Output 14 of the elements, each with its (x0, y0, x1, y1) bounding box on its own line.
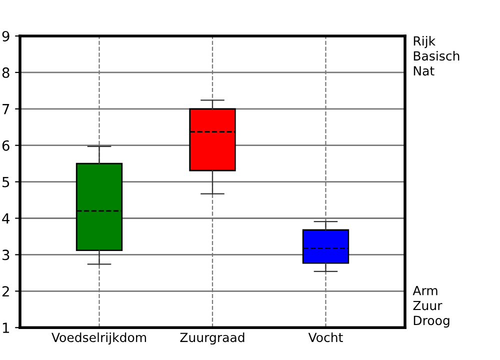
text: Rijk Basisch Nat (414, 36, 460, 76)
y-tick-label: 5 (2, 176, 10, 188)
x-tick-label: Voedselrijkdom (52, 332, 146, 345)
x-tick-label: Vocht (308, 332, 343, 342)
y-tick-label: 3 (2, 250, 10, 260)
y-tick-label: 1 (2, 322, 9, 333)
text: Arm Zuur Droog (412, 286, 450, 328)
y-tick-label: 9 (2, 30, 10, 42)
y-tick-label: 2 (2, 286, 9, 296)
y-tick-label: 4 (2, 213, 10, 224)
x-tick-label: Zuurgraad (180, 332, 244, 345)
y-tick-label: 6 (2, 140, 10, 151)
y-tick-label: 8 (2, 67, 10, 78)
y-tick-label: 7 (2, 104, 10, 114)
